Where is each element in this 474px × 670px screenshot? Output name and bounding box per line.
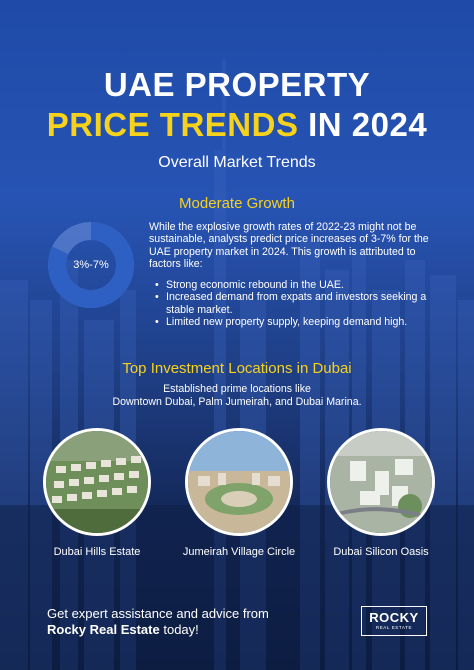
locations-text-line1: Established prime locations like (163, 383, 311, 395)
cta-line1: Get expert assistance and advice from (47, 606, 269, 621)
growth-heading: Moderate Growth (179, 195, 295, 212)
aerial-city-image (330, 431, 432, 533)
donut-label: 3%-7% (73, 259, 109, 271)
title-rest: IN 2024 (298, 106, 428, 143)
location-caption: Jumeirah Village Circle (182, 546, 296, 558)
cta-line2: Rocky Real Estate today! (47, 622, 199, 637)
location-photo-jvc (185, 428, 293, 536)
location-caption: Dubai Silicon Oasis (333, 546, 429, 558)
rocky-logo: ROCKY REAL ESTATE (361, 606, 427, 636)
donut-ring-graphic (48, 222, 134, 308)
aerial-community-image (188, 431, 290, 533)
logo-main-text: ROCKY (369, 610, 419, 625)
page-subtitle: Overall Market Trends (158, 154, 316, 171)
cta-brand: Rocky Real Estate (47, 622, 160, 637)
page-title-line1: UAE PROPERTY (103, 66, 371, 103)
bullet-item: Increased demand from expats and investo… (155, 291, 445, 316)
locations-heading: Top Investment Locations in Dubai (122, 360, 352, 377)
locations-text-line2: Downtown Dubai, Palm Jumeirah, and Dubai… (112, 395, 362, 408)
growth-bullets: Strong economic rebound in the UAE. Incr… (155, 279, 445, 328)
bullet-item: Strong economic rebound in the UAE. (155, 279, 445, 292)
cta-rest: today! (159, 622, 199, 637)
growth-paragraph: While the explosive growth rates of 2022… (149, 221, 429, 270)
location-photo-dubai-hills (43, 428, 151, 536)
page-title-line2: PRICE TRENDS IN 2024 (0, 106, 474, 144)
logo-sub-text: REAL ESTATE (375, 625, 413, 630)
location-caption: Dubai Hills Estate (53, 546, 141, 558)
growth-donut: 3%-7% (46, 220, 136, 310)
title-accent: PRICE TRENDS (46, 106, 299, 143)
location-photo-silicon-oasis (327, 428, 435, 536)
aerial-villas-image (46, 431, 148, 533)
locations-text: Established prime locations like Downtow… (0, 383, 474, 408)
bullet-item: Limited new property supply, keeping dem… (155, 316, 445, 329)
